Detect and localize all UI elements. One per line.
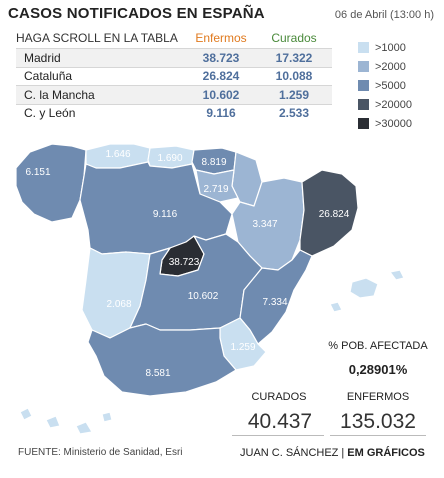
table-header: HAGA SCROLL EN LA TABLA Enfermos Curados — [16, 28, 332, 48]
table-row: C. y León 9.116 2.533 — [16, 103, 332, 123]
map-legend: >1000 >2000 >5000 >20000 >30000 — [358, 38, 412, 133]
header-enfermos: Enfermos — [195, 31, 247, 45]
legend-label: >1000 — [375, 41, 406, 54]
label-andalucia: 8.581 — [145, 368, 170, 379]
legend-item: >2000 — [358, 57, 412, 76]
section-name: EM GRÁFICOS — [347, 447, 425, 459]
curados-label: CURADOS — [251, 391, 307, 403]
credit: JUAN C. SÁNCHEZ | EM GRÁFICOS — [240, 447, 425, 459]
update-date: 06 de Abril (13:00 h) — [334, 9, 434, 21]
label-galicia: 6.151 — [25, 167, 50, 178]
credit-separator: | — [341, 447, 345, 459]
pct-value: 0,28901% — [348, 362, 408, 377]
label-extremadura: 2.068 — [106, 299, 131, 310]
legend-swatch — [358, 61, 369, 72]
label-castilla-la-mancha: 10.602 — [188, 291, 219, 302]
legend-label: >30000 — [375, 117, 413, 130]
row-region: Cataluña — [24, 69, 73, 84]
legend-item: >30000 — [358, 114, 412, 133]
row-enfermos: 38.723 — [202, 50, 240, 65]
row-enfermos: 10.602 — [202, 87, 240, 102]
scroll-hint: HAGA SCROLL EN LA TABLA — [16, 31, 178, 45]
curados-value: 40.437 — [247, 410, 313, 433]
header-curados: Curados — [271, 31, 317, 45]
row-curados: 2.533 — [278, 106, 310, 121]
legend-swatch — [358, 118, 369, 129]
legend-item: >5000 — [358, 76, 412, 95]
enfermos-label: ENFERMOS — [346, 391, 410, 403]
spain-map[interactable]: 6.151 1.646 1.690 8.819 2.719 9.116 3.34… — [0, 130, 444, 452]
row-region: C. la Mancha — [24, 87, 95, 102]
enfermos-underline — [330, 435, 426, 436]
table-row: Madrid 38.723 17.322 — [16, 48, 332, 67]
label-castilla-leon: 9.116 — [153, 209, 178, 220]
legend-label: >5000 — [375, 79, 406, 92]
region-andalucia[interactable] — [87, 323, 237, 397]
label-cataluna: 26.824 — [319, 209, 350, 220]
label-aragon: 3.347 — [252, 219, 277, 230]
legend-item: >20000 — [358, 95, 412, 114]
pct-label: % POB. AFECTADA — [328, 340, 428, 352]
region-galicia[interactable] — [15, 143, 87, 223]
page-title: CASOS NOTIFICADOS EN ESPAÑA — [8, 5, 265, 22]
row-curados: 10.088 — [275, 69, 313, 84]
row-curados: 1.259 — [278, 87, 310, 102]
row-curados: 17.322 — [275, 50, 313, 65]
source-note: FUENTE: Ministerio de Sanidad, Esri — [18, 447, 183, 458]
label-asturias: 1.646 — [105, 149, 130, 160]
row-enfermos: 26.824 — [202, 69, 240, 84]
enfermos-value: 135.032 — [340, 410, 416, 433]
label-la-rioja: 2.719 — [203, 184, 228, 195]
row-enfermos: 9.116 — [206, 106, 236, 121]
row-region: C. y León — [24, 106, 76, 121]
table-body[interactable]: Madrid 38.723 17.322 Cataluña 26.824 10.… — [16, 48, 332, 122]
label-cantabria: 1.690 — [157, 153, 182, 164]
legend-label: >20000 — [375, 98, 413, 111]
table-row: C. la Mancha 10.602 1.259 — [16, 85, 332, 104]
author-name: JUAN C. SÁNCHEZ — [240, 447, 339, 459]
table-row: Cataluña 26.824 10.088 — [16, 66, 332, 86]
curados-underline — [232, 435, 324, 436]
label-madrid: 38.723 — [169, 257, 200, 268]
region-canarias[interactable] — [19, 407, 113, 435]
legend-swatch — [358, 99, 369, 110]
row-region: Madrid — [24, 50, 61, 65]
label-murcia: 1.259 — [230, 342, 255, 353]
region-labels: 6.151 1.646 1.690 8.819 2.719 9.116 3.34… — [25, 149, 349, 379]
cases-table[interactable]: HAGA SCROLL EN LA TABLA Enfermos Curados… — [16, 28, 332, 122]
label-pais-vasco: 8.819 — [201, 157, 226, 168]
region-cataluna[interactable] — [299, 169, 359, 257]
legend-swatch — [358, 42, 369, 53]
legend-swatch — [358, 80, 369, 91]
legend-label: >2000 — [375, 60, 406, 73]
region-baleares[interactable] — [329, 269, 405, 313]
label-valencia: 7.334 — [262, 297, 287, 308]
legend-item: >1000 — [358, 38, 412, 57]
